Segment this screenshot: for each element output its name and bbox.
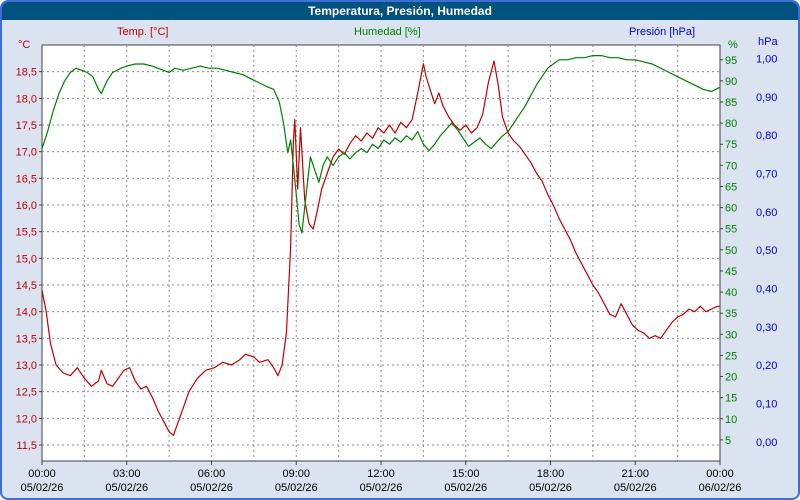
humidity-tick-label: 60 — [725, 203, 737, 215]
pressure-tick-label: 1,00 — [756, 53, 777, 65]
x-time-label: 12:00 — [367, 468, 395, 480]
legend-humidity-label: Humedad [%] — [354, 26, 421, 38]
temp-tick-label: 17,5 — [16, 120, 37, 132]
x-date-label: 05/02/26 — [360, 482, 403, 494]
humidity-tick-label: 15 — [725, 393, 737, 405]
temp-tick-label: 16,0 — [16, 200, 37, 212]
humidity-tick-label: 35 — [725, 308, 737, 320]
unit-hpa-label: hPa — [758, 36, 778, 48]
temp-tick-label: 15,0 — [16, 253, 37, 265]
pressure-tick-label: 0,80 — [756, 130, 777, 142]
humidity-tick-label: 90 — [725, 76, 737, 88]
pressure-tick-label: 0,30 — [756, 322, 777, 334]
legend-temp-label: Temp. [°C] — [117, 26, 169, 38]
temp-tick-label: 17,0 — [16, 147, 37, 159]
unit-percent-label: % — [728, 39, 738, 51]
humidity-tick-label: 30 — [725, 329, 737, 341]
humidity-tick-label: 5 — [725, 435, 731, 447]
humidity-tick-label: 50 — [725, 245, 737, 257]
x-time-label: 18:00 — [537, 468, 565, 480]
x-date-label: 05/02/26 — [444, 482, 487, 494]
x-time-label: 03:00 — [113, 468, 141, 480]
temp-tick-label: 12,0 — [16, 413, 37, 425]
humidity-tick-label: 40 — [725, 287, 737, 299]
chart-title: Temperatura, Presión, Humedad — [308, 4, 492, 18]
plot-area — [41, 44, 721, 462]
temp-tick-label: 15,5 — [16, 227, 37, 239]
pressure-tick-label: 0,50 — [756, 245, 777, 257]
x-date-label: 05/02/26 — [529, 482, 572, 494]
temp-tick-label: 18,0 — [16, 93, 37, 105]
unit-celsius-label: °C — [18, 39, 31, 51]
pressure-tick-label: 0,90 — [756, 92, 777, 104]
temp-tick-label: 13,5 — [16, 333, 37, 345]
humidity-tick-label: 10 — [725, 414, 737, 426]
x-date-label: 05/02/26 — [21, 482, 64, 494]
legend-pressure-label: Presión [hPa] — [629, 26, 696, 38]
series-line-humidity — [41, 54, 721, 234]
humidity-tick-label: 95 — [725, 55, 737, 67]
pressure-tick-label: 0,00 — [756, 437, 777, 449]
x-time-label: 15:00 — [452, 468, 480, 480]
pressure-tick-label: 0,10 — [756, 398, 777, 410]
x-time-label: 00:00 — [706, 468, 734, 480]
humidity-tick-label: 65 — [725, 181, 737, 193]
title-bar: Temperatura, Presión, Humedad — [2, 2, 798, 20]
pressure-tick-label: 0,60 — [756, 207, 777, 219]
temp-tick-label: 12,5 — [16, 387, 37, 399]
x-time-label: 09:00 — [282, 468, 310, 480]
x-date-label: 06/02/26 — [699, 482, 742, 494]
humidity-tick-label: 70 — [725, 160, 737, 172]
x-date-label: 05/02/26 — [190, 482, 233, 494]
series-line-temp — [41, 60, 720, 436]
humidity-tick-label: 45 — [725, 266, 737, 278]
temp-tick-label: 14,0 — [16, 307, 37, 319]
x-time-label: 06:00 — [198, 468, 226, 480]
humidity-tick-label: 80 — [725, 118, 737, 130]
humidity-tick-label: 75 — [725, 139, 737, 151]
humidity-tick-label: 55 — [725, 224, 737, 236]
temp-tick-label: 16,5 — [16, 173, 37, 185]
x-time-label: 21:00 — [621, 468, 649, 480]
temp-tick-label: 14,5 — [16, 280, 37, 292]
humidity-tick-label: 85 — [725, 97, 737, 109]
pressure-tick-label: 0,40 — [756, 283, 777, 295]
humidity-tick-label: 20 — [725, 372, 737, 384]
pressure-tick-label: 0,20 — [756, 360, 777, 372]
x-date-label: 05/02/26 — [614, 482, 657, 494]
humidity-tick-label: 25 — [725, 350, 737, 362]
x-date-label: 05/02/26 — [105, 482, 148, 494]
temp-tick-label: 13,0 — [16, 360, 37, 372]
temp-tick-label: 18,5 — [16, 67, 37, 79]
pressure-tick-label: 0,70 — [756, 168, 777, 180]
x-time-label: 00:00 — [28, 468, 56, 480]
x-date-label: 05/02/26 — [275, 482, 318, 494]
temp-tick-label: 11,5 — [16, 440, 37, 452]
